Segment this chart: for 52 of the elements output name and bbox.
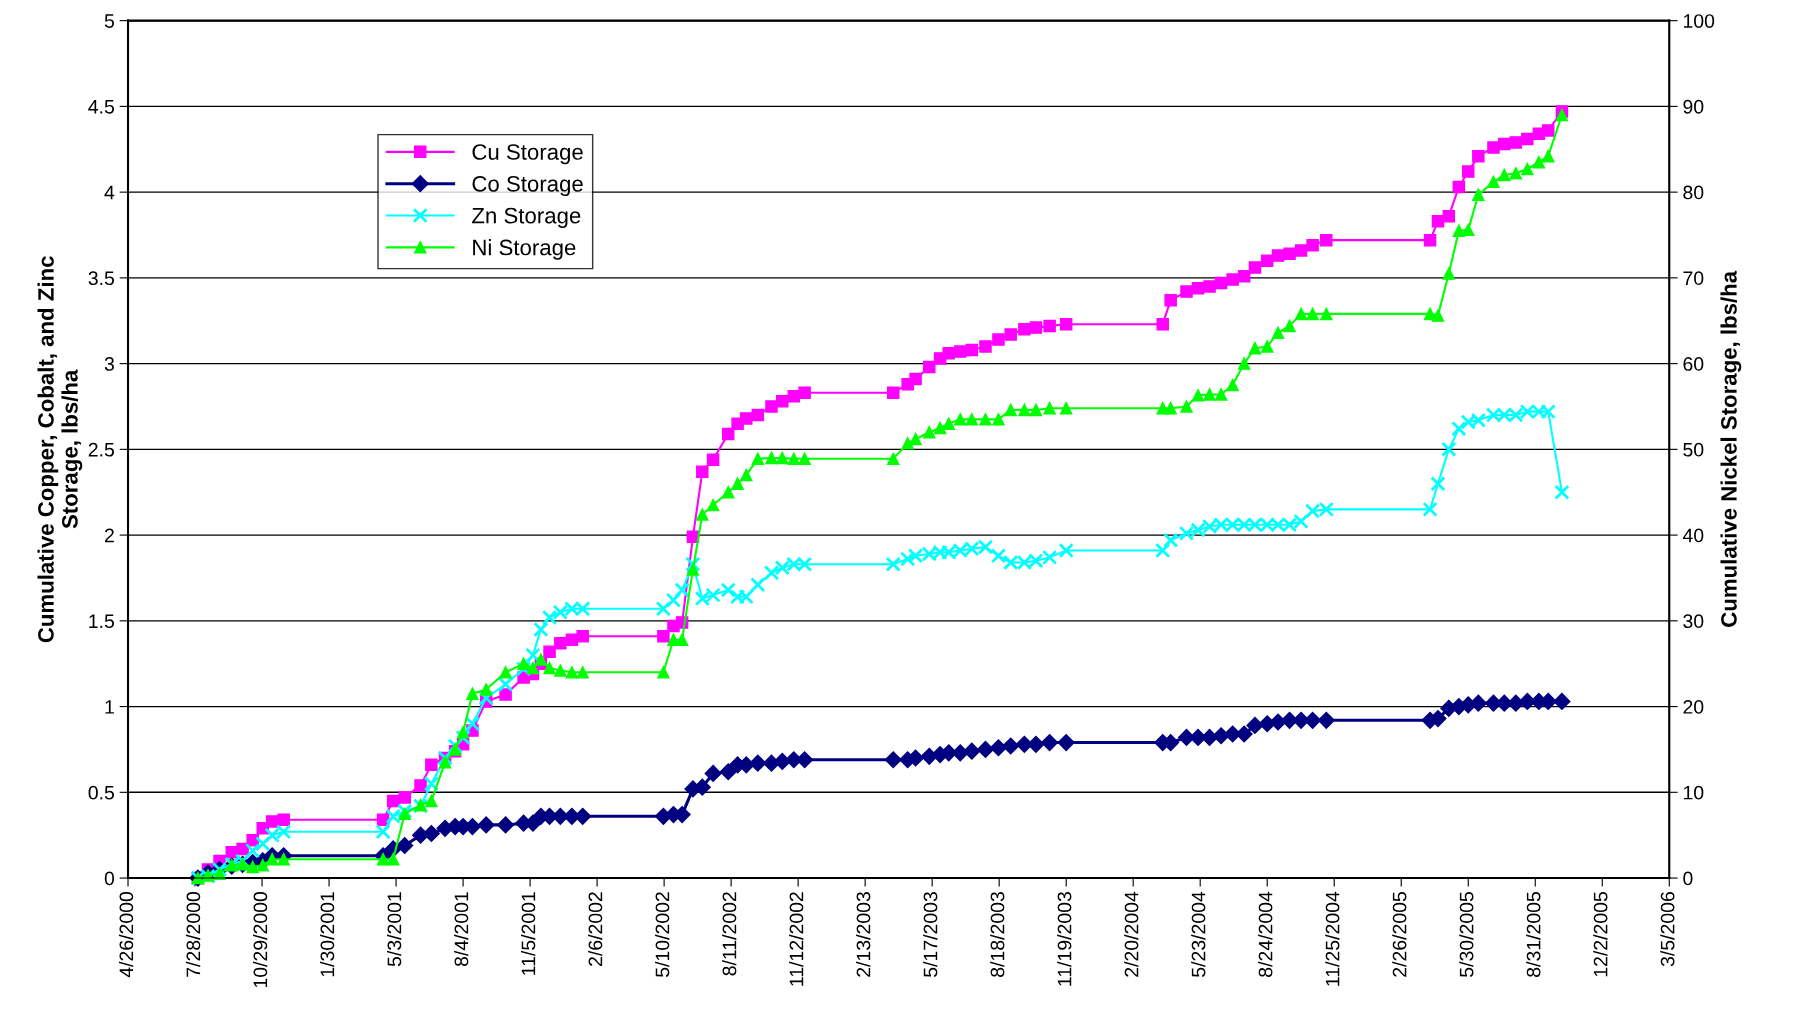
x-tick-label: 2/26/2005 [1392,892,1407,977]
x-tick-label: 11/25/2004 [1325,891,1340,986]
legend-label: Cu Storage [472,144,583,165]
y2-tick-label: 0 [1683,871,1693,886]
x-tick-label: 8/11/2002 [722,892,737,976]
x-tick-label: 5/3/2001 [387,892,402,967]
y2-tick-label: 70 [1683,271,1704,286]
x-tick-label: 8/4/2001 [454,892,469,967]
y2-tick-label: 20 [1683,700,1704,714]
y2-tick-label: 30 [1683,614,1704,629]
x-tick-label: 11/19/2003 [1057,892,1072,986]
y-tick-label: 2.5 [88,442,115,457]
x-tick-label: 7/28/2000 [185,892,201,977]
x-tick-label: 5/30/2005 [1459,892,1474,977]
y2-axis-title: Cumulative Nickel Storage, lbs/ha [1720,270,1742,627]
x-tick-label: 12/2/2005 [1593,892,1608,977]
y-tick-label: 1.5 [89,614,115,629]
x-tick-label: 2/6/2002 [588,892,603,966]
x-tick-label: 8/31/2005 [1526,892,1541,977]
x-tick-label: 3/5/2006 [1660,892,1675,967]
y2-tick-label: 80 [1683,185,1704,200]
y-tick-label: 3 [104,357,114,371]
x-tick-label: 11/5/2001 [521,892,536,975]
x-tick-label: 2/13/2003 [856,892,871,977]
x-tick-label: 10/29/2000 [252,892,268,988]
y2-tick-label: 100 [1683,14,1715,28]
y2-tick-label: 10 [1683,785,1704,800]
y-tick-label: 0.5 [88,785,115,800]
y-tick-label: 2 [104,528,114,543]
x-tick-label: 5/17/2003 [923,892,938,977]
y-tick-label: 0 [104,871,115,886]
y-axis-title: Cumulative Copper, Cobalt, and Zinc Storage, lbs/ha [37,256,83,643]
y-tick-label: 1 [105,700,114,714]
legend-label: Zn Storage [472,207,581,228]
y-tick-label: 4 [104,185,115,200]
legend-label: Co Storage [472,175,583,197]
x-tick-label: 8/24/2004 [1258,891,1273,977]
y-tick-label: 3.5 [88,271,115,286]
x-tick-label: 11/12/2002 [789,892,804,986]
y2-tick-label: 50 [1683,442,1704,457]
y-tick-label: 4.5 [88,100,115,114]
x-tick-label: 5/10/2002 [655,892,670,977]
x-tick-label: 8/18/2003 [990,892,1005,977]
x-tick-label: 1/30/2001 [319,892,335,977]
x-tick-label: 5/23/2004 [1191,891,1206,977]
y-tick-label: 5 [104,14,115,28]
y2-tick-label: 40 [1682,528,1704,543]
x-tick-label: 4/26/2000 [118,892,134,978]
legend-label: Ni Storage [473,239,576,260]
y2-tick-label: 90 [1683,99,1704,114]
x-tick-label: 2/20/2004 [1124,891,1139,977]
y2-tick-label: 60 [1683,357,1704,371]
